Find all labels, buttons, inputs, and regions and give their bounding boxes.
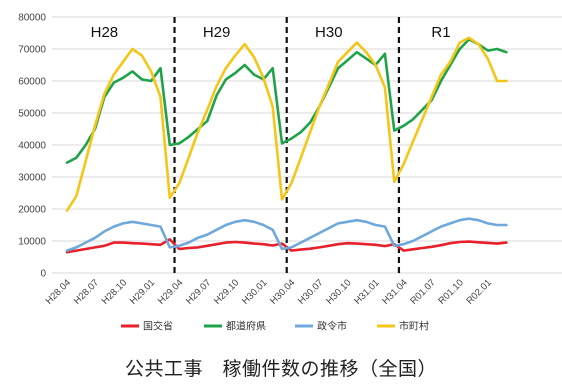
series-line xyxy=(65,38,508,164)
x-tick-label: H29.01 xyxy=(128,277,157,306)
year-dividers xyxy=(173,17,401,273)
y-tick-label: 0 xyxy=(40,269,46,280)
legend-label: 都道府県 xyxy=(226,320,266,333)
era-label: H29 xyxy=(203,24,231,41)
x-tick-label: R01.10 xyxy=(436,277,465,306)
series-line xyxy=(65,36,508,212)
x-tick-label: H30.01 xyxy=(240,277,269,306)
x-tick-label: H30.04 xyxy=(268,277,297,306)
legend: 国交省 都道府県 政令市 市町村 xyxy=(121,320,429,333)
y-tick-label: 60000 xyxy=(18,77,46,88)
series-lines xyxy=(65,36,508,254)
x-tick-label: H31.04 xyxy=(380,277,409,306)
series-line xyxy=(65,217,508,252)
y-tick-label: 50000 xyxy=(18,109,46,120)
legend-label: 市町村 xyxy=(399,320,429,333)
era-label: H28 xyxy=(91,24,119,41)
y-tick-label: 80000 xyxy=(18,13,46,24)
x-tick-label: H29.04 xyxy=(156,277,185,306)
x-tick-label: R02.01 xyxy=(464,277,493,306)
gridlines xyxy=(52,16,562,274)
y-tick-label: 70000 xyxy=(18,45,46,56)
legend-label: 政令市 xyxy=(317,320,347,333)
era-label: R1 xyxy=(431,24,450,41)
x-tick-label: H30.10 xyxy=(324,277,353,306)
x-tick-label: H29.07 xyxy=(184,277,213,306)
chart-caption: 公共工事 稼働件数の推移（全国） xyxy=(124,358,437,380)
y-tick-label: 30000 xyxy=(18,173,46,184)
x-tick-label: H29.10 xyxy=(212,277,241,306)
y-tick-label: 10000 xyxy=(18,237,46,248)
y-axis-ticks: 0 10000 20000 30000 40000 50000 60000 70000 8000… xyxy=(18,13,46,280)
era-label: H30 xyxy=(315,24,343,41)
x-axis-ticks: H28.04H28.07H28.10H29.01H29.04H29.07H29.… xyxy=(44,277,494,306)
era-labels: H28 H29 H30 R1 xyxy=(91,24,451,41)
x-tick-label: H28.10 xyxy=(100,277,129,306)
x-tick-label: R01.07 xyxy=(408,277,437,306)
x-tick-label: H30.07 xyxy=(296,277,325,306)
x-tick-label: H28.04 xyxy=(44,277,73,306)
y-tick-label: 40000 xyxy=(18,141,46,152)
y-tick-label: 20000 xyxy=(18,205,46,216)
x-tick-label: H31.01 xyxy=(352,277,381,306)
x-tick-label: H28.07 xyxy=(72,277,101,306)
legend-label: 国交省 xyxy=(143,320,173,333)
